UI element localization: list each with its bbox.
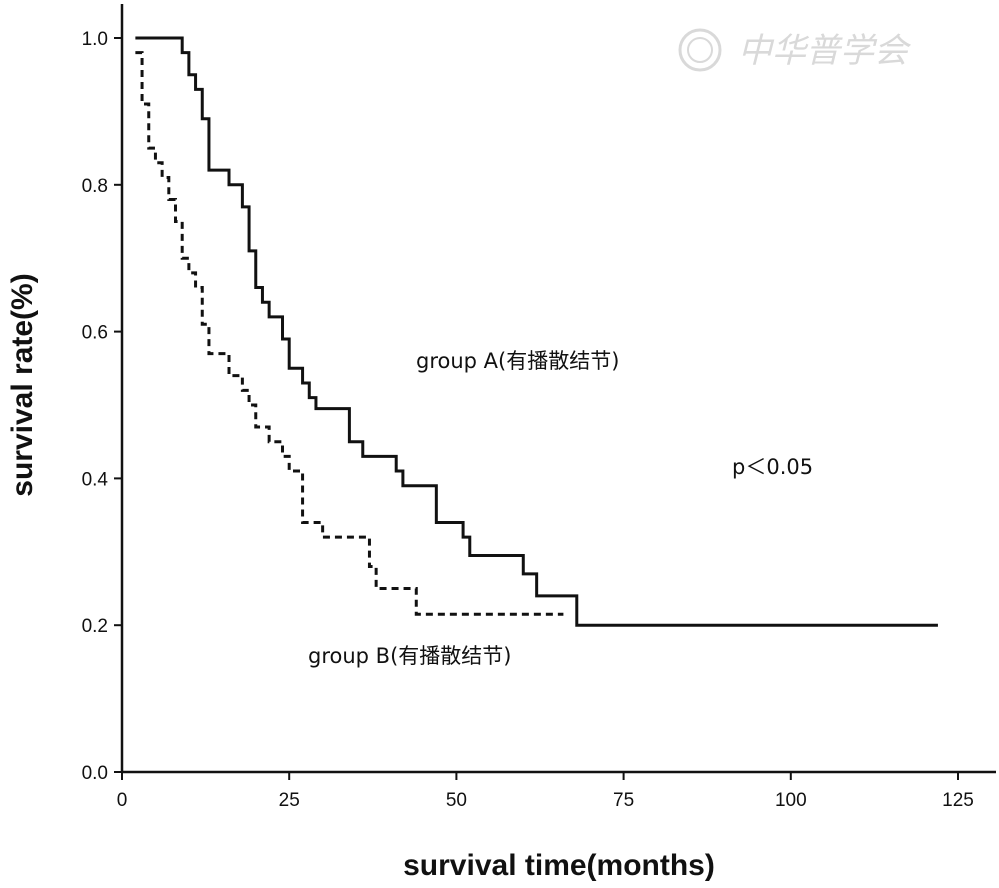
p-value-label: p＜0.05: [732, 455, 813, 479]
watermark: 中华普学会: [678, 28, 912, 72]
x-tick-label: 75: [613, 790, 634, 811]
group-a-label: group A(有播散结节): [416, 349, 619, 373]
y-tick-label: 0.0: [82, 763, 108, 784]
x-axis-title: survival time(months): [403, 849, 715, 882]
y-tick-label: 0.4: [82, 469, 109, 490]
x-tick-label: 100: [775, 790, 807, 811]
x-ticks: 0 25 50 75 100 125: [117, 772, 974, 811]
watermark-text: 中华普学会: [738, 31, 912, 71]
series-line-group-a: [135, 36, 938, 627]
watermark-seal-icon: [678, 28, 722, 72]
y-tick-label: 0.6: [82, 323, 108, 344]
y-ticks: 0.0 0.2 0.4 0.6 0.8 1.0: [82, 29, 122, 784]
x-tick-label: 50: [446, 790, 467, 811]
x-tick-label: 125: [942, 790, 974, 811]
axes: 0.0 0.2 0.4 0.6 0.8 1.0 0 25 50 75 100 125: [82, 4, 996, 811]
x-tick-label: 0: [117, 790, 128, 811]
series-layer: [135, 36, 938, 627]
y-tick-label: 1.0: [82, 29, 108, 50]
group-b-label: group B(有播散结节): [308, 644, 511, 668]
y-axis-title: survival rate(%): [6, 273, 39, 496]
x-tick-label: 25: [279, 790, 300, 811]
series-line-group-b: [135, 51, 564, 616]
y-tick-label: 0.8: [82, 176, 108, 197]
watermark-seal-inner: [687, 37, 713, 63]
y-tick-label: 0.2: [82, 616, 108, 637]
